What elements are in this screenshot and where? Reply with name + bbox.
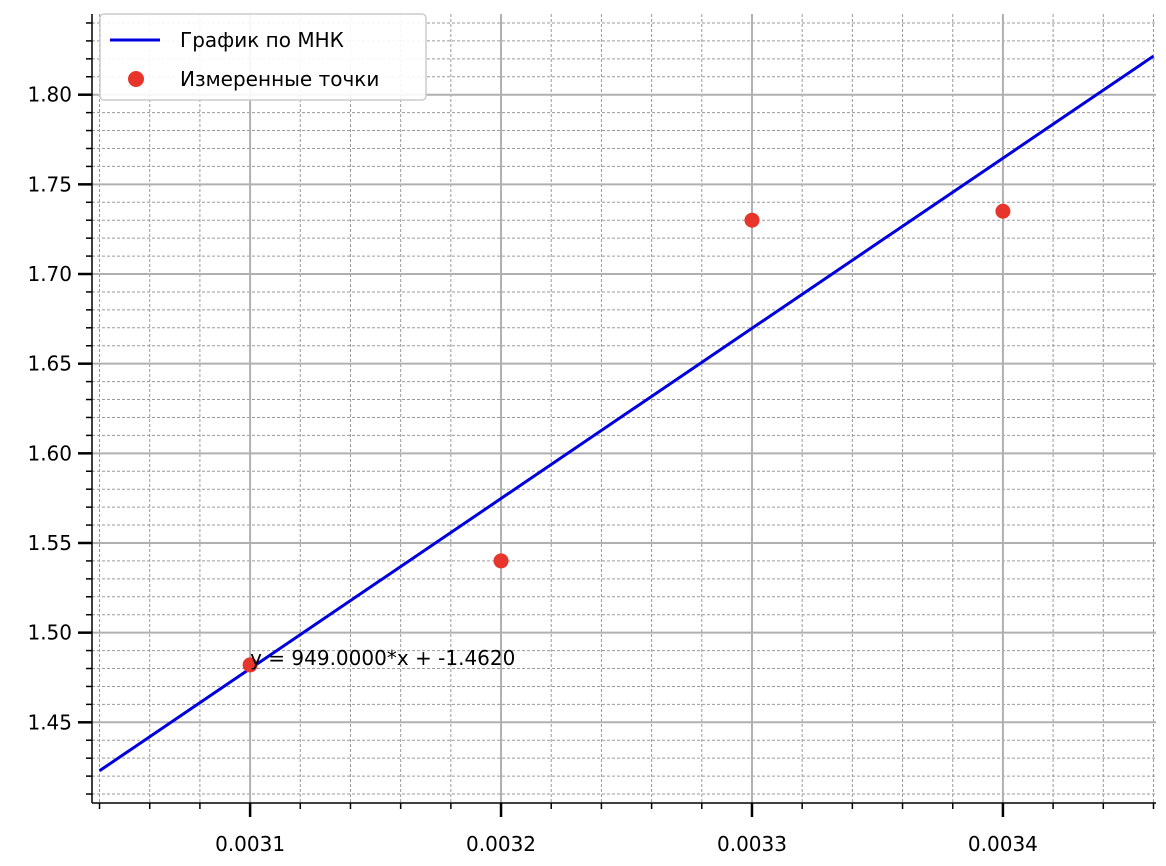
y-tick-label: 1.70 bbox=[27, 262, 72, 286]
fit-line bbox=[98, 54, 1155, 773]
y-tick-label: 1.50 bbox=[27, 621, 72, 645]
x-tick-label: 0.0031 bbox=[215, 832, 285, 856]
y-tick-label: 1.80 bbox=[27, 83, 72, 107]
plot-layer bbox=[98, 54, 1155, 773]
legend-label-line: График по МНК bbox=[180, 28, 344, 52]
legend-label-points: Измеренные точки bbox=[180, 67, 379, 91]
major-grid bbox=[92, 14, 1156, 803]
x-tick-label: 0.0032 bbox=[466, 832, 536, 856]
data-point bbox=[242, 657, 258, 673]
legend-marker-swatch bbox=[128, 71, 144, 87]
legend-box bbox=[99, 13, 427, 101]
y-tick-label: 1.45 bbox=[27, 710, 72, 734]
minor-grid bbox=[92, 14, 1156, 803]
y-tick-label: 1.75 bbox=[27, 172, 72, 196]
data-point bbox=[493, 553, 509, 569]
x-tick-label: 0.0034 bbox=[968, 832, 1038, 856]
y-tick-label: 1.65 bbox=[27, 352, 72, 376]
y-tick-label: 1.60 bbox=[27, 441, 72, 465]
labels: 0.0031 0.0032 0.0033 0.0034 1.45 1.50 1.55 1.60… bbox=[27, 83, 1037, 856]
axes bbox=[78, 14, 1156, 817]
data-point bbox=[995, 203, 1011, 219]
y-tick-label: 1.55 bbox=[27, 531, 72, 555]
x-tick-label: 0.0033 bbox=[717, 832, 787, 856]
equation-annotation: y = 949.0000*x + -1.4620 bbox=[250, 646, 515, 670]
legend: График по МНК Измеренные точки bbox=[99, 13, 427, 101]
data-point bbox=[744, 212, 760, 228]
